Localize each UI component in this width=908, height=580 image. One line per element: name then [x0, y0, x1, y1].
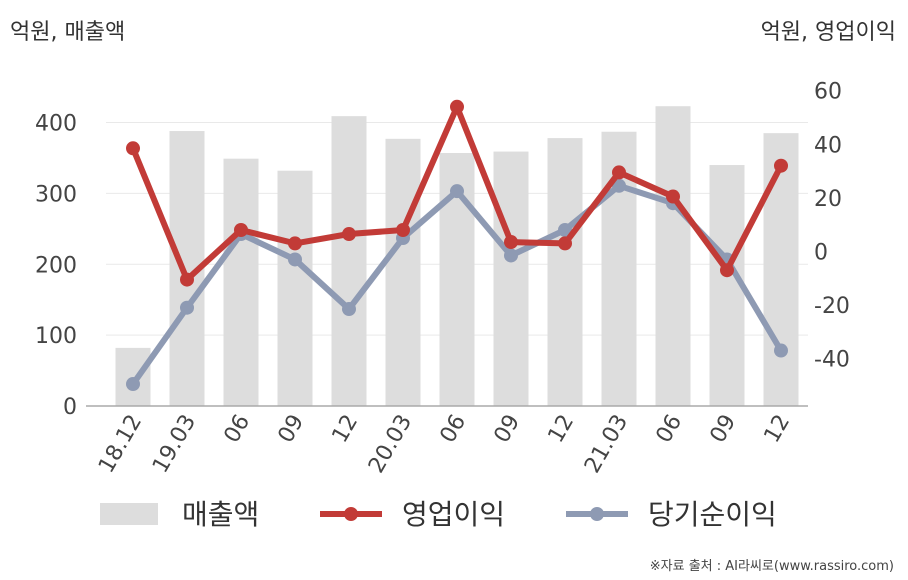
legend-label: 매출액: [182, 498, 259, 531]
operating-profit-point: [288, 236, 302, 250]
legend-label: 당기순이익: [648, 498, 777, 531]
net-income-point: [774, 344, 788, 358]
x-tick-label: 12: [328, 411, 364, 448]
left-axis-tick-label: 200: [35, 253, 77, 278]
revenue-bar: [494, 152, 529, 406]
legend: 매출액 영업이익 당기순이익: [100, 498, 777, 531]
legend-label: 영업이익: [402, 498, 505, 531]
operating-profit-point: [666, 190, 680, 204]
revenue-bar: [656, 106, 691, 406]
operating-profit-point: [396, 223, 410, 237]
x-tick-label: 18.12: [94, 411, 147, 478]
net-income-point: [504, 248, 518, 262]
operating-profit-point: [342, 227, 356, 241]
source-note: ※자료 출처 : AI라씨로(www.rassiro.com): [650, 555, 894, 574]
legend-swatch-revenue: [100, 503, 158, 525]
x-tick-label: 21.03: [580, 411, 633, 478]
revenue-bar: [764, 133, 799, 406]
right-axis-tick-label: -40: [814, 348, 850, 373]
left-axis-tick-label: 100: [35, 324, 77, 349]
right-axis-tick-label: -20: [814, 294, 850, 319]
operating-profit-point: [450, 100, 464, 114]
net-income-point: [450, 184, 464, 198]
operating-profit-point: [504, 235, 518, 249]
right-axis-tick-label: 40: [814, 133, 842, 158]
right-axis-tick-label: 20: [814, 187, 842, 212]
legend-marker-operating-profit: [344, 507, 358, 521]
legend-marker-net-income: [590, 507, 604, 521]
x-tick-label: 06: [436, 411, 472, 448]
net-income-point: [180, 301, 194, 315]
x-tick-label: 20.03: [364, 411, 417, 478]
operating-profit-point: [558, 236, 572, 250]
x-tick-label: 09: [706, 411, 742, 448]
operating-profit-point: [612, 165, 626, 179]
net-income-point: [288, 252, 302, 266]
revenue-bar: [332, 116, 367, 406]
revenue-bar: [278, 171, 313, 406]
revenue-bar: [116, 348, 151, 406]
net-income-point: [126, 377, 140, 391]
revenue-bar: [224, 159, 259, 406]
x-tick-label: 06: [652, 411, 688, 448]
left-axis-tick-label: 300: [35, 182, 77, 207]
x-tick-label: 09: [490, 411, 526, 448]
left-axis-tick-label: 400: [35, 112, 77, 137]
operating-profit-point: [180, 273, 194, 287]
left-axis-tick-label: 0: [63, 395, 77, 420]
net-income-point: [342, 302, 356, 316]
right-axis-tick-label: 0: [814, 240, 828, 265]
x-tick-label: 12: [544, 411, 580, 448]
operating-profit-point: [234, 223, 248, 237]
x-tick-label: 09: [274, 411, 310, 448]
operating-profit-point: [774, 159, 788, 173]
operating-profit-point: [126, 141, 140, 155]
x-tick-label: 12: [760, 411, 796, 448]
revenue-bars: [116, 106, 799, 406]
right-axis-tick-label: 60: [814, 80, 842, 105]
operating-profit-point: [720, 263, 734, 277]
revenue-bar: [548, 138, 583, 406]
revenue-bar: [386, 139, 421, 406]
x-tick-label: 06: [220, 411, 256, 448]
x-tick-label: 19.03: [148, 411, 201, 478]
